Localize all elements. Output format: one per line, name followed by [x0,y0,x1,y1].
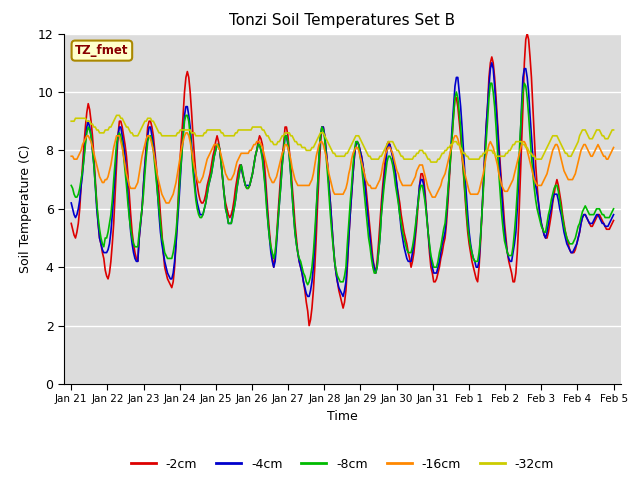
-16cm [457,147,465,153]
-4cm [304,293,312,300]
-32cm [608,127,616,133]
-32cm [610,127,618,133]
-16cm [610,144,618,150]
-4cm [86,124,93,130]
Line: -8cm: -8cm [71,83,614,285]
-32cm [67,119,75,124]
-32cm [103,127,111,133]
-2cm [538,220,545,226]
-2cm [305,323,313,328]
-32cm [86,119,93,124]
-8cm [486,80,494,86]
Line: -2cm: -2cm [71,34,614,325]
-4cm [538,220,545,226]
-8cm [304,282,312,288]
-4cm [610,212,618,217]
-16cm [608,147,616,153]
Text: TZ_fmet: TZ_fmet [75,44,129,57]
-32cm [113,112,120,118]
-32cm [538,156,545,162]
-2cm [608,220,616,226]
-8cm [103,235,111,241]
-16cm [86,136,93,142]
-2cm [67,220,75,226]
-4cm [348,192,355,197]
Line: -32cm: -32cm [71,115,614,162]
-2cm [348,192,355,197]
-32cm [457,144,465,150]
-16cm [349,150,357,156]
-4cm [103,250,111,255]
-16cm [538,182,545,188]
-16cm [67,154,75,159]
-16cm [103,177,111,182]
-8cm [348,182,355,188]
-4cm [456,89,463,95]
Y-axis label: Soil Temperature (C): Soil Temperature (C) [19,144,32,273]
-8cm [456,109,463,115]
-8cm [86,127,93,133]
-2cm [610,217,618,223]
-4cm [67,200,75,206]
Legend: -2cm, -4cm, -8cm, -16cm, -32cm: -2cm, -4cm, -8cm, -16cm, -32cm [125,453,559,476]
-4cm [488,60,495,66]
-8cm [610,206,618,212]
-4cm [608,215,616,220]
-2cm [86,107,93,112]
-32cm [427,159,435,165]
Line: -4cm: -4cm [71,63,614,296]
-2cm [456,119,463,124]
-16cm [182,130,190,136]
-32cm [348,142,355,147]
-8cm [608,209,616,215]
Title: Tonzi Soil Temperatures Set B: Tonzi Soil Temperatures Set B [229,13,456,28]
-8cm [67,182,75,188]
-2cm [103,273,111,279]
-2cm [524,31,531,36]
Line: -16cm: -16cm [71,133,614,203]
-16cm [163,200,170,206]
-8cm [538,224,545,229]
X-axis label: Time: Time [327,410,358,423]
